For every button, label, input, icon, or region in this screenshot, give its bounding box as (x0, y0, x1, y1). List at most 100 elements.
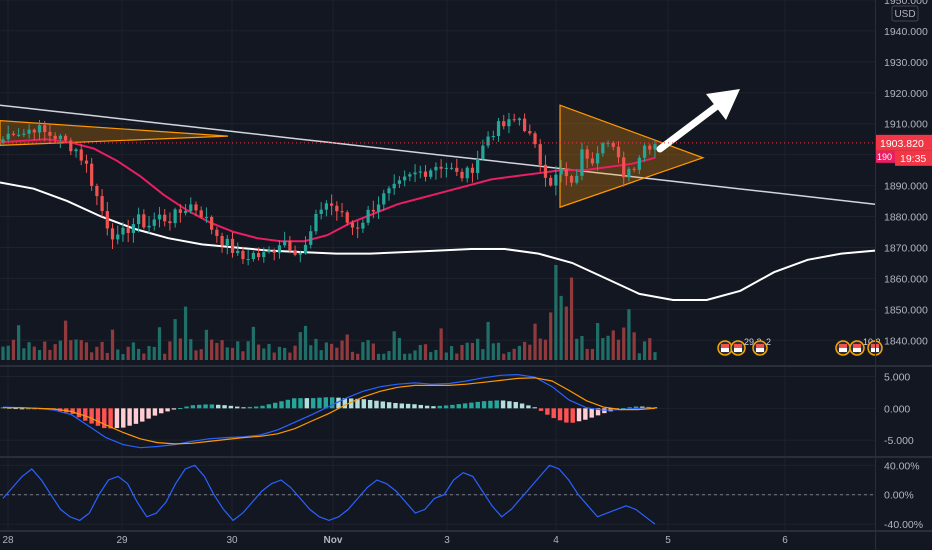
candle-body (142, 214, 146, 228)
volume-bar (53, 344, 57, 360)
candle-body (622, 157, 626, 178)
price-tick-label: 1870.000 (884, 242, 928, 254)
volume-bar (569, 277, 574, 360)
candle-body (616, 146, 621, 158)
volume-bar (559, 295, 563, 360)
macd-histogram-bar (83, 408, 88, 421)
event-badge[interactable] (717, 340, 733, 356)
volume-bar (63, 320, 68, 360)
macd-histogram-bar (152, 408, 158, 416)
currency-badge[interactable]: USD (891, 5, 919, 22)
candle-body (491, 136, 495, 138)
flag-stripe (734, 348, 742, 352)
macd-histogram-bar (418, 404, 424, 409)
flag-stripe (853, 344, 861, 348)
price-tick-label: 1920.000 (884, 88, 928, 100)
volume-bar (251, 326, 255, 360)
time-axis[interactable]: 28 29 30 Nov 3 4 5 6 (2, 535, 788, 546)
candle-body (230, 238, 235, 254)
volume-bar (293, 345, 297, 360)
volume-bar (585, 348, 589, 360)
candle-body (121, 227, 125, 235)
price-axis[interactable]: 1950.000 1940.000 1930.000 1920.000 1910.000… (884, 0, 928, 531)
candle-body (585, 149, 589, 159)
macd-histogram-bar (323, 397, 329, 409)
volume-bar (392, 331, 396, 360)
volume-bar (637, 353, 641, 360)
triangle-pattern-left (0, 120, 229, 146)
price-tick-label: 1860.000 (884, 273, 928, 285)
volume-bar (116, 349, 120, 360)
ma-slow-line (0, 104, 876, 205)
macd-tick-label: -5.000 (884, 435, 914, 447)
candle-body (204, 216, 209, 218)
volume-bar (434, 349, 438, 360)
time-tick-label: 30 (226, 535, 238, 546)
oscillator-line (2, 464, 656, 525)
time-tick-label: 28 (2, 535, 14, 546)
candle-body (528, 131, 532, 134)
macd-histogram-bar (450, 404, 455, 409)
volume-bar (272, 352, 276, 360)
event-badge[interactable]: 29.2 (730, 337, 762, 356)
candle-body (131, 224, 136, 233)
macd-histogram-bar (329, 397, 335, 409)
volume-bar (465, 342, 469, 360)
candle-body (126, 227, 130, 233)
volume-bar (632, 332, 636, 360)
macd-histogram-bar (266, 404, 272, 409)
volume-bar (100, 341, 104, 360)
candle-body (262, 252, 266, 258)
breakout-arrow-icon[interactable] (656, 89, 740, 153)
volume-bar (481, 349, 485, 360)
event-badge-label: 29.2 (744, 337, 762, 347)
flag-stripe (734, 344, 742, 348)
volume-bar (225, 347, 229, 360)
macd-histogram-bar (26, 408, 31, 410)
flag-stripe (839, 344, 847, 348)
macd-histogram-bar (564, 408, 569, 423)
macd-histogram-bar (633, 406, 639, 409)
volume-bar (37, 349, 42, 360)
volume-bar (387, 351, 391, 360)
volume-bar (522, 341, 527, 360)
macd-histogram-bar (165, 408, 170, 412)
volume-bar (22, 348, 26, 360)
ma-long-line (0, 181, 876, 301)
candle-body (241, 250, 245, 260)
price-tick-label: 1930.000 (884, 57, 928, 69)
volume-bar (110, 329, 115, 360)
price-tick-label: 1910.000 (884, 119, 928, 131)
triangle-patterns[interactable] (0, 104, 705, 209)
macd-histogram-bar (532, 407, 537, 409)
macd-panel (0, 373, 658, 449)
volume-bar (6, 345, 10, 360)
macd-histogram-bar (253, 406, 259, 409)
volume-bar (79, 340, 83, 360)
macd-histogram-bar (140, 408, 145, 422)
candle-body (152, 219, 156, 226)
volume-bar (648, 338, 652, 360)
price-tick-label: 1940.000 (884, 26, 928, 38)
volume-bar (267, 343, 271, 360)
macd-histogram-bar (19, 408, 25, 410)
macd-histogram-bar (279, 401, 284, 409)
volume-bar (288, 352, 292, 360)
volume-bar (590, 348, 595, 360)
volume-bar (444, 352, 448, 360)
macd-histogram-bar (336, 397, 341, 409)
event-badge[interactable] (835, 340, 851, 356)
candle-body (22, 133, 26, 135)
macd-histogram-bar (494, 400, 499, 409)
event-badges[interactable]: 29.2210.2 (717, 337, 883, 356)
candle-body (408, 174, 412, 177)
candle-body (256, 252, 261, 258)
macd-histogram-bar (526, 405, 531, 409)
volume-bar (199, 349, 203, 360)
event-badge[interactable]: 2 (752, 337, 771, 356)
candle-body (43, 125, 47, 132)
macd-histogram-bar (399, 403, 405, 409)
